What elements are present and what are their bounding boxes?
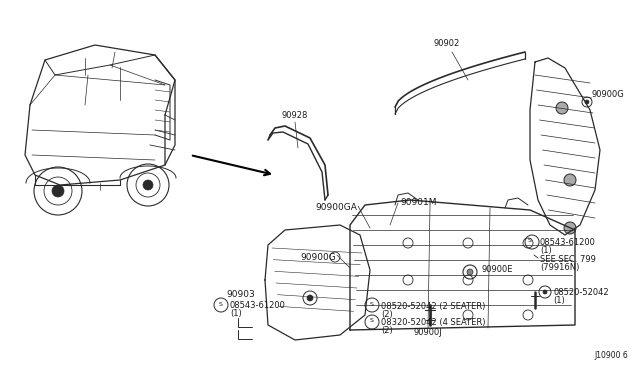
- Text: 90901M: 90901M: [400, 198, 436, 207]
- Circle shape: [556, 102, 568, 114]
- Text: (2): (2): [381, 326, 393, 335]
- Text: (1): (1): [230, 309, 242, 318]
- Text: 90903: 90903: [227, 290, 255, 299]
- Text: 08543-61200: 08543-61200: [540, 238, 596, 247]
- Text: (1): (1): [553, 296, 564, 305]
- Text: 90900E: 90900E: [482, 266, 513, 275]
- Text: S: S: [370, 318, 374, 324]
- Text: (1): (1): [540, 246, 552, 255]
- Text: 08520-52042 (2 SEATER): 08520-52042 (2 SEATER): [381, 302, 485, 311]
- Circle shape: [564, 174, 576, 186]
- Circle shape: [564, 222, 576, 234]
- Circle shape: [467, 269, 473, 275]
- Text: (2): (2): [381, 310, 393, 319]
- Text: 90928: 90928: [282, 111, 308, 120]
- Text: SEE SEC. 799: SEE SEC. 799: [540, 255, 596, 264]
- Circle shape: [585, 100, 589, 104]
- Circle shape: [543, 290, 547, 294]
- Circle shape: [307, 295, 313, 301]
- Text: 90900GA: 90900GA: [315, 203, 357, 212]
- Text: 90900J: 90900J: [413, 328, 442, 337]
- Text: 90900G: 90900G: [591, 90, 624, 99]
- Text: S: S: [528, 238, 532, 244]
- Text: S: S: [219, 301, 223, 307]
- Text: (79916N): (79916N): [540, 263, 579, 272]
- Text: S: S: [370, 301, 374, 307]
- Text: 08543-61200: 08543-61200: [230, 301, 286, 310]
- Text: 90900G: 90900G: [300, 253, 336, 262]
- Text: J10900 6: J10900 6: [595, 351, 628, 360]
- Text: 08320-52042 (4 SEATER): 08320-52042 (4 SEATER): [381, 318, 486, 327]
- Circle shape: [143, 180, 153, 190]
- Text: 08520-52042: 08520-52042: [553, 288, 609, 297]
- Circle shape: [52, 185, 64, 197]
- Text: 90902: 90902: [434, 39, 460, 48]
